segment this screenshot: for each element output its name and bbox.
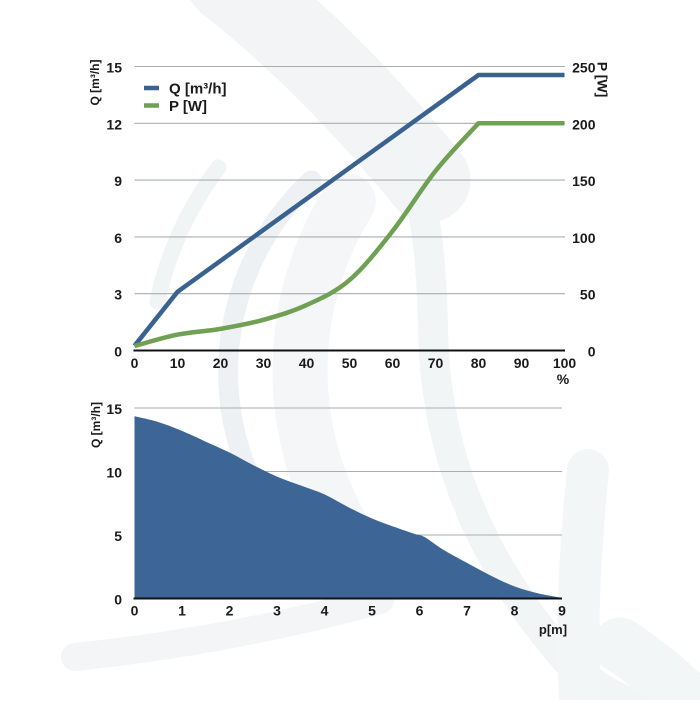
svg-text:5: 5 [368, 603, 376, 619]
svg-text:6: 6 [114, 230, 122, 246]
svg-text:Q [m³/h]: Q [m³/h] [88, 60, 102, 106]
svg-text:0: 0 [131, 603, 139, 619]
svg-text:70: 70 [428, 355, 444, 371]
svg-text:250: 250 [572, 60, 596, 76]
svg-text:1: 1 [178, 603, 186, 619]
svg-text:100: 100 [572, 230, 596, 246]
svg-text:4: 4 [321, 603, 329, 619]
svg-text:0: 0 [131, 355, 139, 371]
svg-text:10: 10 [106, 465, 122, 481]
svg-text:2: 2 [226, 603, 234, 619]
svg-text:6: 6 [416, 603, 424, 619]
svg-text:12: 12 [106, 116, 122, 132]
svg-text:200: 200 [572, 116, 596, 132]
svg-text:100: 100 [553, 355, 577, 371]
svg-text:P [W]: P [W] [169, 98, 207, 115]
svg-text:90: 90 [514, 355, 530, 371]
svg-text:3: 3 [114, 287, 122, 303]
svg-text:0: 0 [114, 344, 122, 360]
svg-text:150: 150 [572, 173, 596, 189]
svg-text:60: 60 [385, 355, 401, 371]
svg-text:15: 15 [106, 401, 122, 417]
svg-text:p[m]: p[m] [539, 622, 567, 637]
svg-text:80: 80 [471, 355, 487, 371]
svg-text:Q [m³/h]: Q [m³/h] [169, 81, 227, 98]
svg-text:20: 20 [213, 355, 229, 371]
svg-text:7: 7 [463, 603, 471, 619]
svg-text:0: 0 [114, 592, 122, 608]
svg-text:%: % [557, 371, 570, 387]
svg-text:40: 40 [299, 355, 315, 371]
svg-text:Q [m³/h]: Q [m³/h] [89, 402, 103, 448]
svg-text:50: 50 [342, 355, 358, 371]
svg-text:0: 0 [588, 344, 596, 360]
svg-text:5: 5 [114, 528, 122, 544]
svg-text:9: 9 [114, 173, 122, 189]
svg-text:10: 10 [170, 355, 186, 371]
svg-text:P [W]: P [W] [595, 62, 611, 98]
svg-text:50: 50 [580, 287, 596, 303]
svg-text:30: 30 [256, 355, 272, 371]
svg-text:9: 9 [558, 603, 566, 619]
svg-text:15: 15 [106, 60, 122, 76]
svg-text:3: 3 [273, 603, 281, 619]
svg-text:8: 8 [511, 603, 519, 619]
